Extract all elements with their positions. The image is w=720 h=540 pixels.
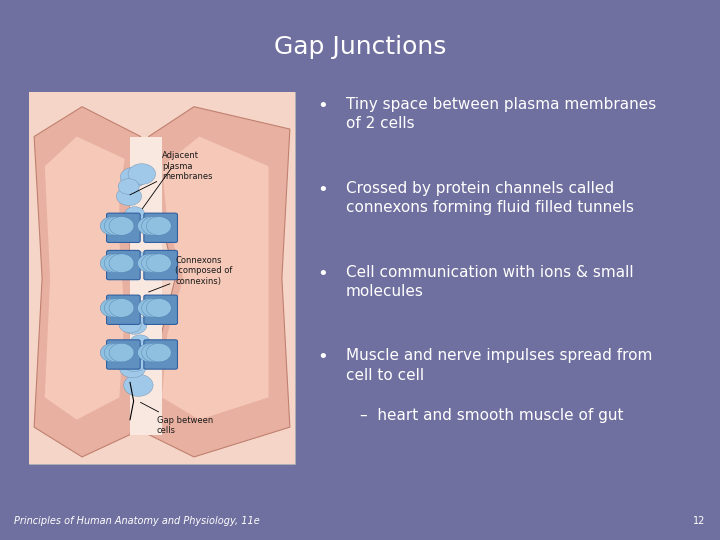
Text: Adjacent
plasma
membranes: Adjacent plasma membranes <box>130 151 212 195</box>
FancyBboxPatch shape <box>29 92 295 464</box>
Circle shape <box>146 299 171 317</box>
Text: Connexons
(composed of
connexins): Connexons (composed of connexins) <box>148 256 233 292</box>
Circle shape <box>146 254 171 273</box>
Circle shape <box>100 217 125 235</box>
FancyBboxPatch shape <box>107 295 140 325</box>
Text: •: • <box>317 348 328 366</box>
Circle shape <box>104 217 129 235</box>
FancyBboxPatch shape <box>29 92 295 464</box>
Polygon shape <box>162 137 269 420</box>
FancyBboxPatch shape <box>144 251 177 280</box>
Circle shape <box>138 299 163 317</box>
Circle shape <box>100 254 125 273</box>
Circle shape <box>119 316 141 333</box>
FancyBboxPatch shape <box>107 251 140 280</box>
Text: Tiny space between plasma membranes
of 2 cells: Tiny space between plasma membranes of 2… <box>346 97 656 131</box>
Text: •: • <box>317 265 328 282</box>
Circle shape <box>127 348 147 362</box>
Text: Principles of Human Anatomy and Physiology, 11e: Principles of Human Anatomy and Physiolo… <box>14 516 260 526</box>
Circle shape <box>125 207 145 222</box>
Circle shape <box>109 299 134 317</box>
Circle shape <box>142 254 166 273</box>
Circle shape <box>138 217 163 235</box>
Circle shape <box>122 315 147 334</box>
Circle shape <box>138 254 163 273</box>
FancyBboxPatch shape <box>144 213 177 242</box>
Circle shape <box>124 374 153 396</box>
Circle shape <box>146 217 171 235</box>
Text: Cell communication with ions & small
molecules: Cell communication with ions & small mol… <box>346 265 633 299</box>
Circle shape <box>142 299 166 317</box>
Circle shape <box>120 167 147 187</box>
Circle shape <box>142 343 166 362</box>
Circle shape <box>104 343 129 362</box>
Circle shape <box>119 313 143 331</box>
Circle shape <box>100 343 125 362</box>
Circle shape <box>109 343 134 362</box>
Polygon shape <box>149 107 290 457</box>
Polygon shape <box>34 107 140 457</box>
Text: Crossed by protein channels called
connexons forming fluid filled tunnels: Crossed by protein channels called conne… <box>346 181 634 215</box>
Circle shape <box>127 345 146 359</box>
Circle shape <box>138 343 163 362</box>
Circle shape <box>146 343 171 362</box>
Text: •: • <box>317 181 328 199</box>
Circle shape <box>100 299 125 317</box>
FancyBboxPatch shape <box>130 137 162 435</box>
Text: Muscle and nerve impulses spread from
cell to cell: Muscle and nerve impulses spread from ce… <box>346 348 652 382</box>
FancyBboxPatch shape <box>144 295 177 325</box>
Text: 12: 12 <box>693 516 706 526</box>
Circle shape <box>122 354 146 372</box>
Circle shape <box>104 254 129 273</box>
Circle shape <box>128 164 156 184</box>
Circle shape <box>142 217 166 235</box>
Circle shape <box>120 358 145 378</box>
FancyBboxPatch shape <box>107 213 140 242</box>
FancyBboxPatch shape <box>107 340 140 369</box>
Polygon shape <box>45 137 125 420</box>
Circle shape <box>104 299 129 317</box>
Circle shape <box>130 335 150 350</box>
Text: Gap Junctions: Gap Junctions <box>274 35 446 59</box>
Text: •: • <box>317 97 328 115</box>
Circle shape <box>109 217 134 235</box>
Circle shape <box>118 179 139 194</box>
Circle shape <box>109 254 134 273</box>
Circle shape <box>126 251 145 265</box>
Text: Gap between
cells: Gap between cells <box>140 402 213 435</box>
Text: –  heart and smooth muscle of gut: – heart and smooth muscle of gut <box>360 408 624 423</box>
FancyBboxPatch shape <box>144 340 177 369</box>
Circle shape <box>117 187 142 206</box>
